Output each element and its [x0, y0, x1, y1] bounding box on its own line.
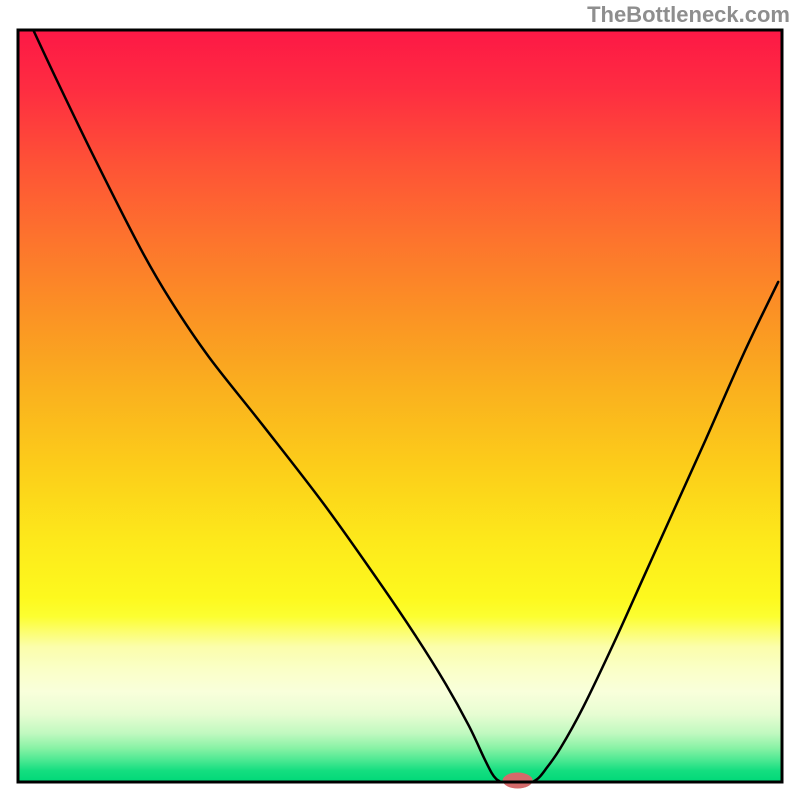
watermark-text: TheBottleneck.com: [587, 2, 790, 28]
chart-background: [18, 30, 782, 782]
bottleneck-chart: [0, 0, 800, 800]
optimum-marker: [503, 772, 533, 788]
